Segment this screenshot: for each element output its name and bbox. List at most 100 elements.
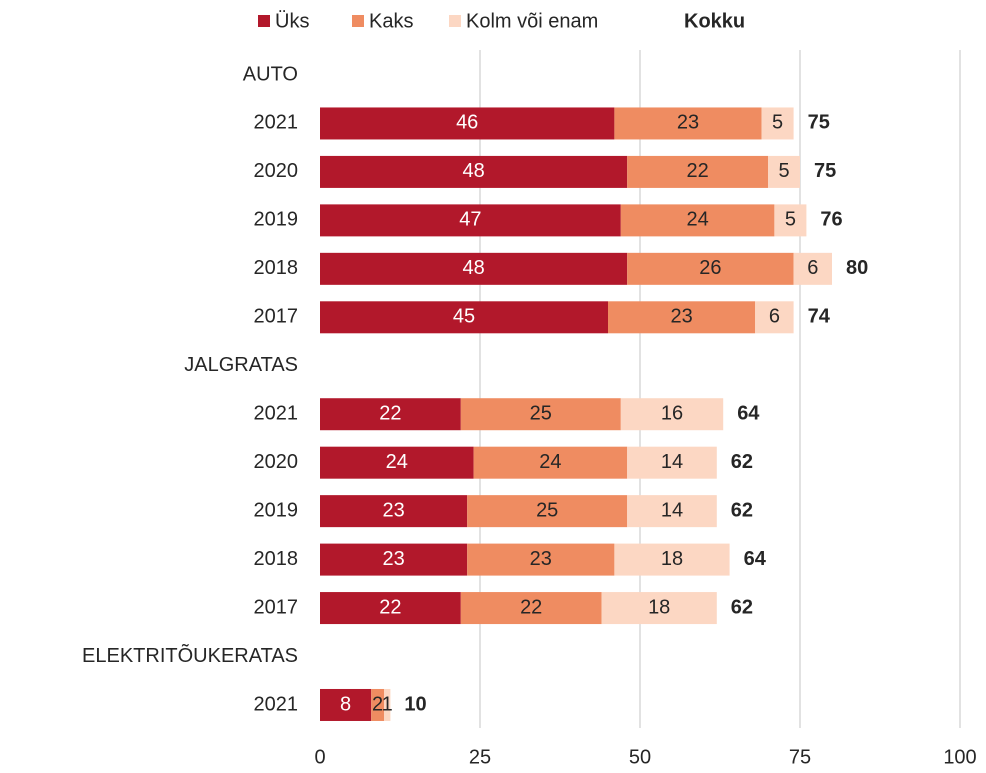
bar-segment bbox=[761, 107, 794, 140]
bar-segment bbox=[793, 252, 832, 285]
y-tick-label: JALGRATAS bbox=[184, 354, 298, 376]
bar-segment bbox=[768, 155, 800, 188]
data-label: 1 bbox=[382, 693, 393, 715]
bar-segment bbox=[460, 398, 621, 431]
data-label: 48 bbox=[462, 160, 484, 182]
legend-label: Kokku bbox=[684, 10, 745, 32]
bar-segment bbox=[320, 592, 461, 625]
data-label: 24 bbox=[539, 451, 561, 473]
y-tick-label: 2021 bbox=[254, 693, 299, 715]
bar-segment bbox=[320, 446, 474, 479]
total-label: 62 bbox=[731, 499, 753, 521]
bar-segment bbox=[473, 446, 628, 479]
total-label: 10 bbox=[404, 693, 426, 715]
data-label: 22 bbox=[686, 160, 708, 182]
bar-segment bbox=[320, 688, 372, 721]
data-label: 26 bbox=[699, 257, 721, 279]
data-label: 6 bbox=[769, 306, 780, 328]
data-label: 5 bbox=[778, 160, 789, 182]
bar-segment bbox=[608, 301, 756, 334]
bar-segment bbox=[467, 495, 628, 528]
data-label: 18 bbox=[661, 548, 683, 570]
bar-segment bbox=[320, 204, 621, 237]
y-tick-label: 2018 bbox=[254, 257, 299, 279]
x-tick-label: 50 bbox=[629, 746, 651, 768]
bar-segment bbox=[601, 592, 717, 625]
data-label: 45 bbox=[453, 306, 475, 328]
legend-swatch bbox=[449, 15, 461, 27]
data-label: 16 bbox=[661, 403, 683, 425]
data-label: 5 bbox=[772, 112, 783, 134]
total-label: 74 bbox=[808, 306, 831, 328]
bar-segment bbox=[320, 155, 628, 188]
total-label: 64 bbox=[737, 403, 760, 425]
data-label: 46 bbox=[456, 112, 478, 134]
legend-label: Üks bbox=[275, 10, 309, 32]
data-label: 2 bbox=[372, 693, 383, 715]
bar-segment bbox=[614, 543, 730, 576]
data-label: 22 bbox=[379, 403, 401, 425]
x-tick-label: 100 bbox=[943, 746, 976, 768]
data-label: 25 bbox=[536, 499, 558, 521]
data-label: 23 bbox=[382, 548, 404, 570]
y-tick-label: 2019 bbox=[254, 499, 299, 521]
bar-segment bbox=[627, 155, 768, 188]
bar-segment bbox=[755, 301, 794, 334]
bar-segment bbox=[620, 204, 775, 237]
y-tick-label: 2018 bbox=[254, 548, 299, 570]
bar-segment bbox=[620, 398, 724, 431]
total-label: 75 bbox=[814, 160, 836, 182]
bar-segment bbox=[320, 252, 628, 285]
bar-segment bbox=[371, 688, 384, 721]
y-tick-label: ELEKTRITÕUKERATAS bbox=[82, 643, 298, 667]
x-tick-label: 75 bbox=[789, 746, 811, 768]
bar-segment bbox=[320, 398, 461, 431]
data-label: 22 bbox=[379, 596, 401, 618]
bar-segment bbox=[320, 301, 608, 334]
total-label: 75 bbox=[808, 112, 830, 134]
bar-segment bbox=[627, 446, 717, 479]
data-label: 24 bbox=[386, 451, 408, 473]
x-tick-label: 25 bbox=[469, 746, 491, 768]
data-label: 47 bbox=[459, 209, 481, 231]
data-label: 6 bbox=[807, 257, 818, 279]
legend-label: Kaks bbox=[369, 10, 413, 32]
total-label: 62 bbox=[731, 596, 753, 618]
bar-segment bbox=[627, 252, 794, 285]
data-label: 23 bbox=[530, 548, 552, 570]
y-tick-label: AUTO bbox=[243, 63, 298, 85]
bar-segment bbox=[320, 107, 615, 140]
data-label: 25 bbox=[530, 403, 552, 425]
bar-segment bbox=[774, 204, 807, 237]
total-label: 64 bbox=[744, 548, 767, 570]
data-label: 14 bbox=[661, 499, 683, 521]
data-label: 23 bbox=[677, 112, 699, 134]
y-tick-label: 2021 bbox=[254, 112, 299, 134]
bar-segment bbox=[460, 592, 602, 625]
data-label: 23 bbox=[670, 306, 692, 328]
data-label: 22 bbox=[520, 596, 542, 618]
legend-swatch bbox=[258, 15, 270, 27]
y-tick-label: 2017 bbox=[254, 306, 299, 328]
data-label: 8 bbox=[340, 693, 351, 715]
bar-segment bbox=[627, 495, 717, 528]
data-label: 14 bbox=[661, 451, 683, 473]
y-tick-label: 2020 bbox=[254, 451, 299, 473]
y-tick-label: 2019 bbox=[254, 209, 299, 231]
bar-segment bbox=[320, 543, 468, 576]
bar-segment bbox=[467, 543, 615, 576]
data-label: 24 bbox=[686, 209, 708, 231]
y-tick-label: 2020 bbox=[254, 160, 299, 182]
total-label: 80 bbox=[846, 257, 868, 279]
legend-label: Kolm või enam bbox=[466, 10, 598, 32]
legend-swatch bbox=[352, 15, 364, 27]
data-label: 23 bbox=[382, 499, 404, 521]
x-tick-label: 0 bbox=[314, 746, 325, 768]
y-tick-label: 2017 bbox=[254, 596, 299, 618]
total-label: 62 bbox=[731, 451, 753, 473]
data-label: 48 bbox=[462, 257, 484, 279]
bar-segment bbox=[614, 107, 762, 140]
bar-segment bbox=[320, 495, 468, 528]
bar-segment bbox=[384, 688, 391, 721]
